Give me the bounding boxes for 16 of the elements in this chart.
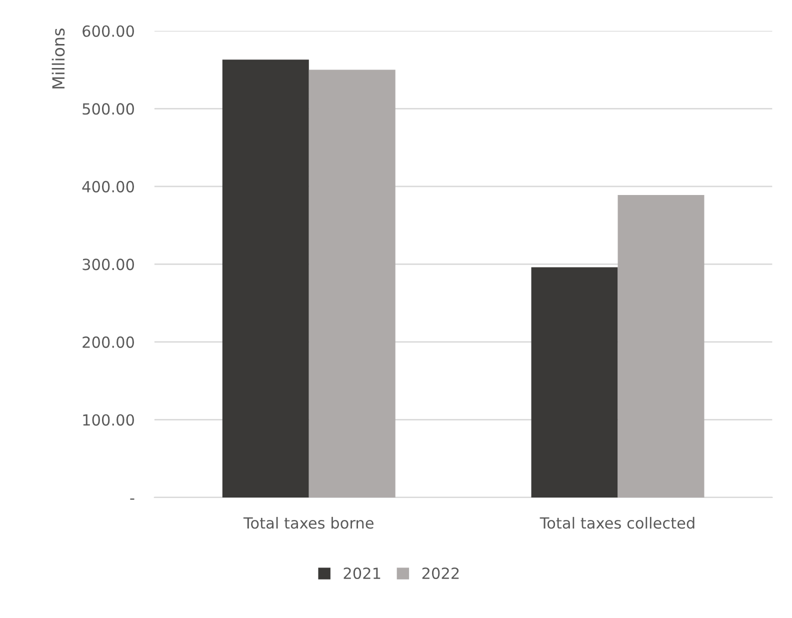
legend-label: 2021 [344,568,380,580]
bar [308,70,396,498]
bar [531,267,618,498]
y-axis-title: Millions [52,28,65,88]
y-tick-label: - [130,498,134,500]
bar [222,60,309,498]
y-tick-label: 300.00 [82,258,134,270]
x-tick-label: Total taxes borne [243,516,374,529]
y-tick-label: 400.00 [82,180,134,192]
y-tick-label: 200.00 [82,336,134,348]
y-tick-label: 100.00 [83,414,134,426]
x-tick-label: Total taxes collected [540,516,694,529]
y-tick-label: 600.00 [82,25,134,37]
y-tick-label: 500.00 [82,103,134,115]
bar [618,194,704,498]
legend-label: 2022 [422,568,459,580]
